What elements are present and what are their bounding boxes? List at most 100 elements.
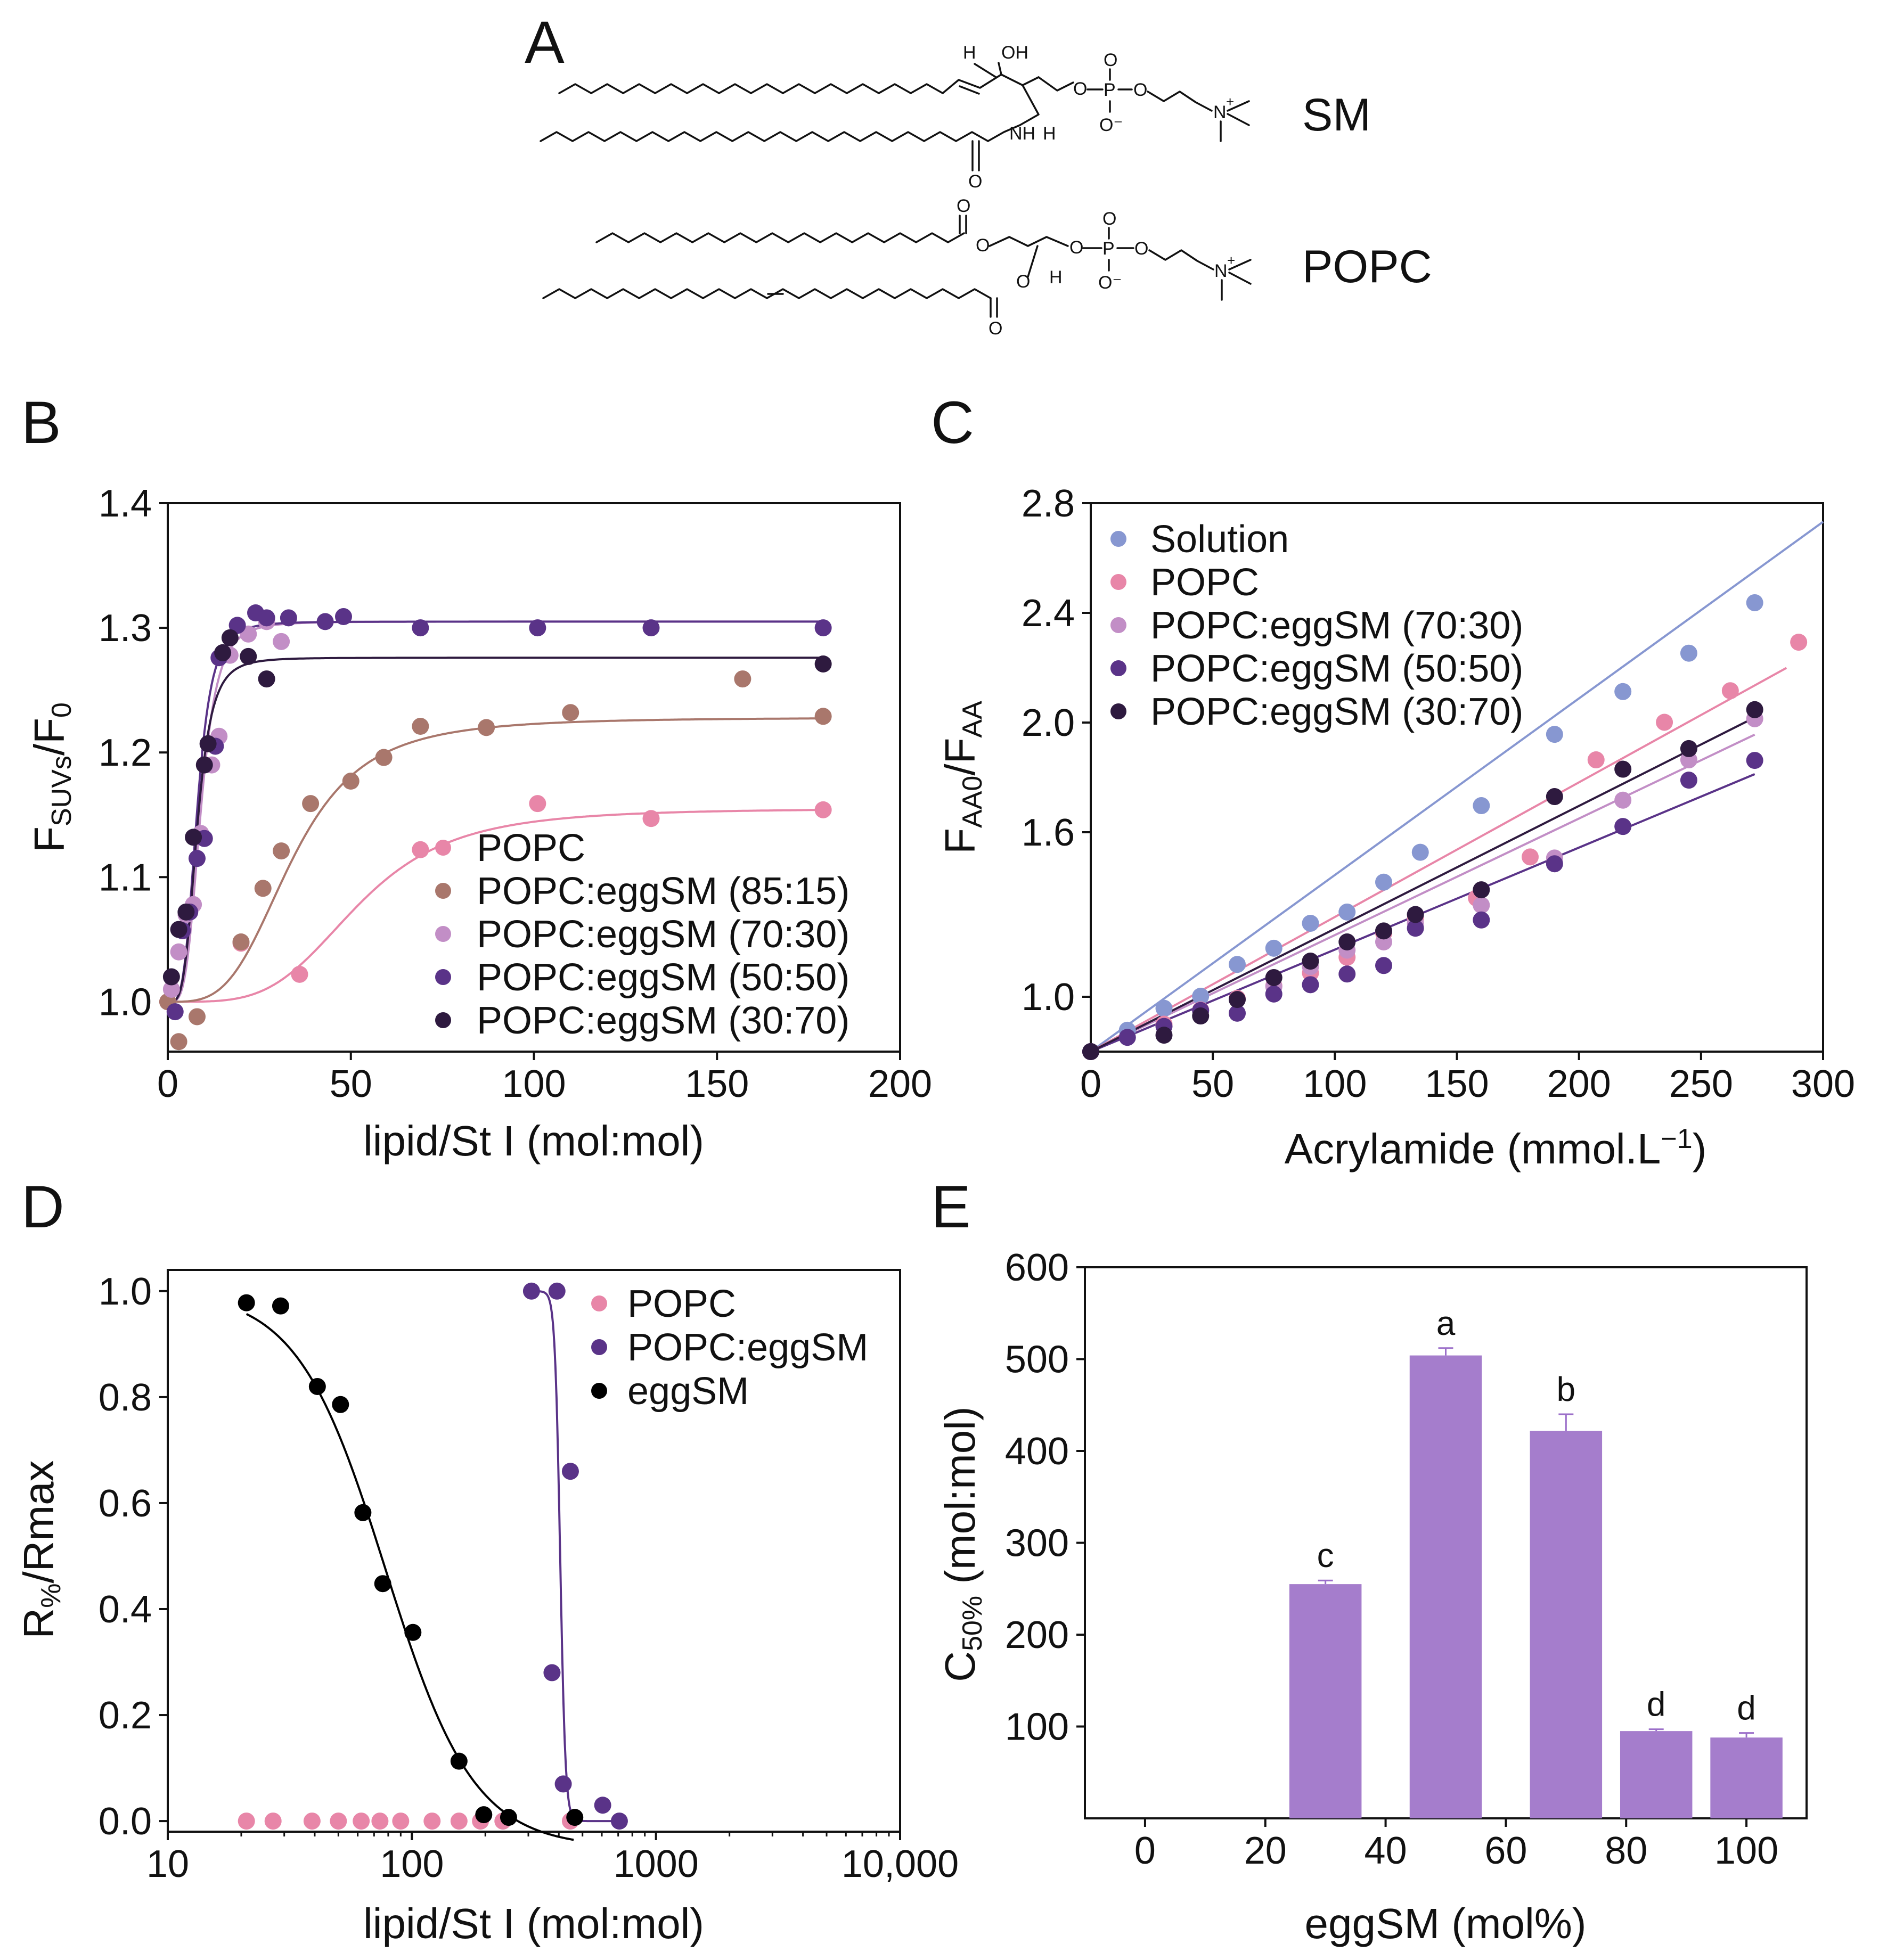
panel-b-x-label: lipid/St I (mol:mol) — [363, 1117, 704, 1164]
x-tick-label: 200 — [1547, 1063, 1611, 1105]
data-point — [548, 1282, 566, 1300]
popc-h: H — [1049, 267, 1063, 288]
legend-c-label-50-50: POPC:eggSM (50:50) — [1150, 647, 1523, 690]
popc-c1-o: O — [957, 196, 970, 216]
data-point — [162, 980, 180, 998]
data-point — [291, 965, 308, 983]
panel-d-y-ticks: 0.0 0.2 0.4 0.6 0.8 1.0 — [99, 1270, 168, 1843]
data-point — [450, 1813, 468, 1830]
legend-d-marker-popc-eggsm — [591, 1339, 607, 1355]
data-point — [195, 756, 213, 774]
sm-me1 — [1227, 100, 1250, 112]
panel-d-y-label-mid: /Rmax — [15, 1460, 62, 1583]
x-tick-label: 40 — [1365, 1830, 1407, 1872]
sm-label: SM — [1302, 89, 1371, 141]
data-point — [254, 880, 272, 897]
x-tick-label: 100 — [502, 1063, 566, 1105]
data-point — [475, 1806, 493, 1824]
x-tick-label: 100 — [380, 1843, 444, 1885]
panel-b-y-label-mid: /F — [26, 718, 73, 756]
data-point — [1680, 740, 1697, 757]
legend-b-label-popc: POPC — [477, 827, 585, 870]
sm-structure: O NH H H OH O P O O⁻ O N + SM — [540, 43, 1371, 192]
legend-b-label-30-70: POPC:eggSM (30:70) — [477, 999, 849, 1042]
data-point — [258, 670, 275, 688]
panel-c-y-label-mid: /F — [936, 738, 984, 776]
data-point — [423, 1813, 441, 1830]
data-point — [264, 1813, 282, 1830]
data-point — [228, 617, 246, 634]
data-point — [332, 1396, 349, 1413]
sm-h1: H — [1043, 124, 1056, 144]
bar — [1530, 1431, 1603, 1818]
y-tick-label: 1.0 — [1022, 976, 1075, 1019]
data-point — [1118, 1029, 1136, 1046]
bar — [1620, 1731, 1693, 1818]
data-point — [543, 1664, 561, 1682]
data-point — [354, 1504, 372, 1521]
sm-oh-bond — [998, 62, 1002, 76]
panel-e-y-label-end: (mol:mol) — [936, 1406, 984, 1596]
x-tick-label: 0 — [1134, 1830, 1156, 1872]
data-point — [1229, 1004, 1246, 1022]
sm-fatty-chain — [540, 84, 1040, 142]
data-point — [500, 1809, 517, 1826]
panel-c-y-ticks: 1.0 1.6 2.0 2.4 2.8 — [1022, 482, 1091, 1019]
panel-e-y-ticks: 100 200 300 400 500 600 — [1005, 1246, 1085, 1749]
popc-ester-o1: O — [976, 235, 990, 256]
panel-a-letter: A — [525, 9, 565, 76]
y-tick-label: 1.2 — [99, 732, 152, 774]
sm-h-bond — [974, 63, 997, 78]
panel-d-y-label-sub1: % — [36, 1584, 67, 1608]
sm-p-o-top: O — [1104, 50, 1117, 70]
data-point — [594, 1797, 611, 1814]
y-tick-label: 1.4 — [99, 482, 152, 525]
popc-c2-o: O — [988, 318, 1002, 339]
panel-b-letter: B — [21, 389, 61, 456]
sm-o2: O — [1133, 80, 1147, 100]
legend-c-label-popc: POPC — [1150, 561, 1259, 604]
data-point — [1082, 1043, 1099, 1060]
fit-curve — [168, 809, 827, 1003]
y-tick-label: 0.0 — [99, 1800, 152, 1843]
panel-e-y-label: C50% (mol:mol) — [936, 1406, 988, 1682]
significance-letter: b — [1557, 1370, 1576, 1408]
panel-d-legend: POPC POPC:eggSM eggSM — [591, 1283, 868, 1413]
data-point — [1546, 855, 1563, 873]
sm-o-ester: O — [1073, 79, 1087, 99]
panel-c-y-label-sub2: AA — [957, 701, 988, 738]
sm-head-chain — [1037, 76, 1074, 92]
legend-b-marker-85-15 — [435, 883, 451, 899]
y-tick-label: 0.6 — [99, 1482, 152, 1525]
panel-c-y-label: FAA0/FAA — [936, 701, 988, 854]
legend-d-marker-eggsm — [591, 1383, 607, 1399]
y-tick-label: 1.6 — [1022, 811, 1075, 854]
significance-letter: c — [1317, 1536, 1334, 1574]
data-point — [1155, 999, 1173, 1017]
data-point — [1338, 903, 1356, 921]
fit-line — [1090, 733, 1755, 1053]
legend-c-label-30-70: POPC:eggSM (30:70) — [1150, 691, 1523, 733]
data-point — [1302, 914, 1319, 932]
data-point — [562, 704, 579, 721]
data-point — [199, 735, 217, 752]
y-tick-label: 200 — [1005, 1614, 1069, 1656]
panel-c-legend: Solution POPC POPC:eggSM (70:30) POPC:eg… — [1110, 518, 1523, 733]
data-point — [238, 1294, 255, 1311]
x-tick-label: 50 — [1191, 1063, 1234, 1105]
sm-oh: OH — [1001, 43, 1028, 63]
panel-c-x-ticks: 0 50 100 150 200 250 300 — [1080, 1052, 1855, 1105]
popc-glycerol — [988, 236, 1069, 247]
legend-b-marker-popc — [435, 840, 451, 856]
data-point — [1338, 965, 1356, 983]
sm-h2: H — [963, 43, 976, 63]
popc-oleoyl-chain — [542, 288, 992, 299]
panel-d-y-label: R%/Rmax — [15, 1460, 67, 1638]
bar — [1289, 1584, 1362, 1818]
panel-e-x-label: eggSM (mol%) — [1304, 1900, 1586, 1947]
data-point — [280, 609, 297, 627]
sm-double-bond — [959, 85, 980, 95]
data-point — [412, 841, 429, 858]
popc-n-plus: + — [1227, 252, 1235, 268]
